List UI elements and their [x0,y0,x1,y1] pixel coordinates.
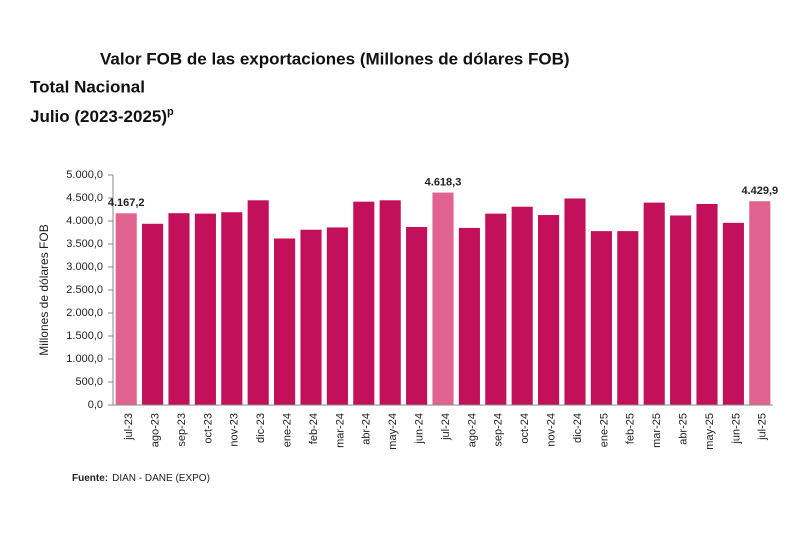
bar [168,213,190,405]
y-tick-label: 2.000,0 [66,307,103,319]
x-tick-label: dic-24 [572,413,584,443]
chart-title: Valor FOB de las exportaciones (Millones… [100,49,570,68]
y-tick-label: 4.000,0 [66,215,103,227]
y-tick-label: 5.000,0 [66,169,103,181]
bar [590,231,612,405]
bar [326,227,348,405]
x-tick-label: oct-24 [519,413,531,444]
y-tick-label: 500,0 [75,376,103,388]
x-tick-label: ene-25 [598,413,610,447]
x-tick-label: feb-25 [625,413,637,444]
period-text: Julio (2023-2025) [30,107,167,126]
x-tick-label: ene-24 [282,413,294,447]
x-tick-label: mar-24 [334,413,346,448]
x-tick-label: jul-23 [123,413,135,441]
x-tick-label: nov-24 [546,413,558,447]
period: Julio (2023-2025)p [30,106,174,127]
y-tick-label: 4.500,0 [66,192,103,204]
bar [379,200,401,405]
y-tick-label: 0,0 [88,399,103,411]
bar [538,215,560,405]
source: Fuente: DIAN - DANE (EXPO) [72,473,210,484]
x-tick-label: jun-25 [730,413,742,445]
source-label: Fuente: [72,473,108,484]
bar [643,202,665,405]
value-label: 4.167,2 [108,197,145,209]
x-tick-label: jul-24 [440,413,452,441]
bar [300,229,322,405]
bar [432,192,454,405]
bar [115,213,137,405]
x-tick-label: abr-25 [678,413,690,445]
bar [722,222,744,405]
x-tick-label: abr-24 [361,413,373,445]
y-tick-label: 3.500,0 [66,238,103,250]
x-tick-label: sep-24 [493,413,505,447]
x-tick-label: feb-24 [308,413,320,444]
x-tick-label: may-25 [704,413,716,450]
bar [564,198,586,405]
x-tick-label: ago-23 [150,413,162,447]
x-tick-label: jul-25 [757,413,769,441]
bar [406,226,428,405]
x-tick-label: sep-23 [176,413,188,447]
bar [511,206,533,405]
bar [142,223,164,405]
bar [617,231,639,405]
bar [221,212,243,405]
bar [696,203,718,405]
y-axis-label: Millones de dólares FOB [37,224,51,355]
chart-subtitle: Total Nacional [30,77,145,96]
x-tick-label: mar-25 [651,413,663,448]
y-tick-label: 2.500,0 [66,284,103,296]
bar [458,227,480,405]
y-tick-label: 1.500,0 [66,330,103,342]
bar [485,213,507,405]
y-tick-label: 3.000,0 [66,261,103,273]
source-text: DIAN - DANE (EXPO) [112,473,210,484]
bar [274,238,296,405]
bar [670,215,692,405]
value-label: 4.429,9 [741,185,778,197]
y-tick-label: 1.000,0 [66,353,103,365]
period-note: p [167,106,174,118]
x-tick-label: nov-23 [229,413,241,447]
bar [194,213,216,405]
x-tick-label: jun-24 [414,413,426,445]
value-label: 4.618,3 [425,176,462,188]
x-tick-label: dic-23 [255,413,267,443]
x-tick-label: ago-24 [466,413,478,447]
x-tick-label: oct-23 [202,413,214,444]
bar [749,201,771,405]
bar [247,200,269,405]
x-tick-label: may-24 [387,413,399,450]
bar [353,201,375,405]
